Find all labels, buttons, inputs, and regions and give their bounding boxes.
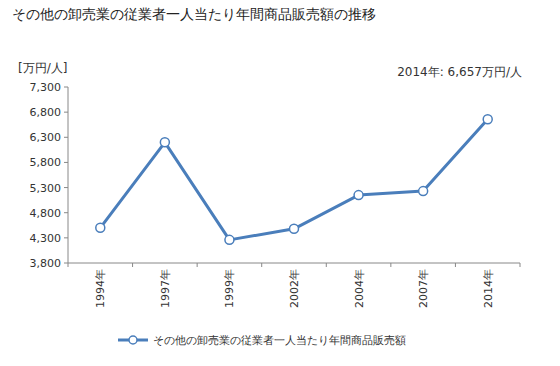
y-tick-label: 6,300 <box>30 131 62 144</box>
y-tick <box>64 162 68 163</box>
annotation: 2014年: 6,657万円/人 <box>397 65 522 79</box>
y-tick-label: 5,300 <box>30 182 62 195</box>
y-label: [万円/人] <box>18 61 67 75</box>
data-point <box>290 224 299 233</box>
y-tick <box>64 112 68 113</box>
y-tick-label: 5,800 <box>30 156 62 169</box>
y-axis <box>68 87 69 263</box>
y-tick <box>64 87 68 88</box>
chart: その他の卸売業の従業者一人当たり年間商品販売額の推移 [万円/人] 2014年: 6… <box>0 0 560 366</box>
y-tick <box>64 187 68 188</box>
x-tick <box>261 263 262 267</box>
x-tick-label: 2014年 <box>482 269 495 308</box>
data-point <box>160 138 169 147</box>
y-tick <box>64 137 68 138</box>
data-point <box>96 223 105 232</box>
x-axis <box>68 263 520 264</box>
data-point <box>419 187 428 196</box>
x-tick-label: 1999年 <box>223 269 236 308</box>
x-tick <box>390 263 391 267</box>
x-tick-label: 1997年 <box>159 269 172 308</box>
x-tick <box>132 263 133 267</box>
x-tick <box>455 263 456 267</box>
y-tick-label: 4,300 <box>30 232 62 245</box>
y-tick-label: 7,300 <box>30 81 62 94</box>
data-point <box>225 235 234 244</box>
data-point <box>483 115 492 124</box>
x-tick <box>197 263 198 267</box>
legend-marker <box>129 336 137 344</box>
x-tick <box>68 263 69 267</box>
x-tick-label: 1994年 <box>94 269 107 308</box>
legend-label: その他の卸売業の従業者一人当たり年間商品販売額 <box>153 334 406 347</box>
y-tick <box>64 237 68 238</box>
x-tick-label: 2004年 <box>353 269 366 308</box>
series-line <box>100 119 487 240</box>
y-tick <box>64 263 68 264</box>
y-tick-label: 3,800 <box>30 257 62 270</box>
x-tick-label: 2007年 <box>417 269 430 308</box>
y-tick <box>64 212 68 213</box>
x-tick <box>520 263 521 267</box>
x-tick <box>326 263 327 267</box>
data-point <box>354 191 363 200</box>
x-tick-label: 2002年 <box>288 269 301 308</box>
plot-area <box>96 115 492 245</box>
y-tick-label: 6,800 <box>30 106 62 119</box>
y-tick-label: 4,800 <box>30 207 62 220</box>
title: その他の卸売業の従業者一人当たり年間商品販売額の推移 <box>12 6 376 22</box>
